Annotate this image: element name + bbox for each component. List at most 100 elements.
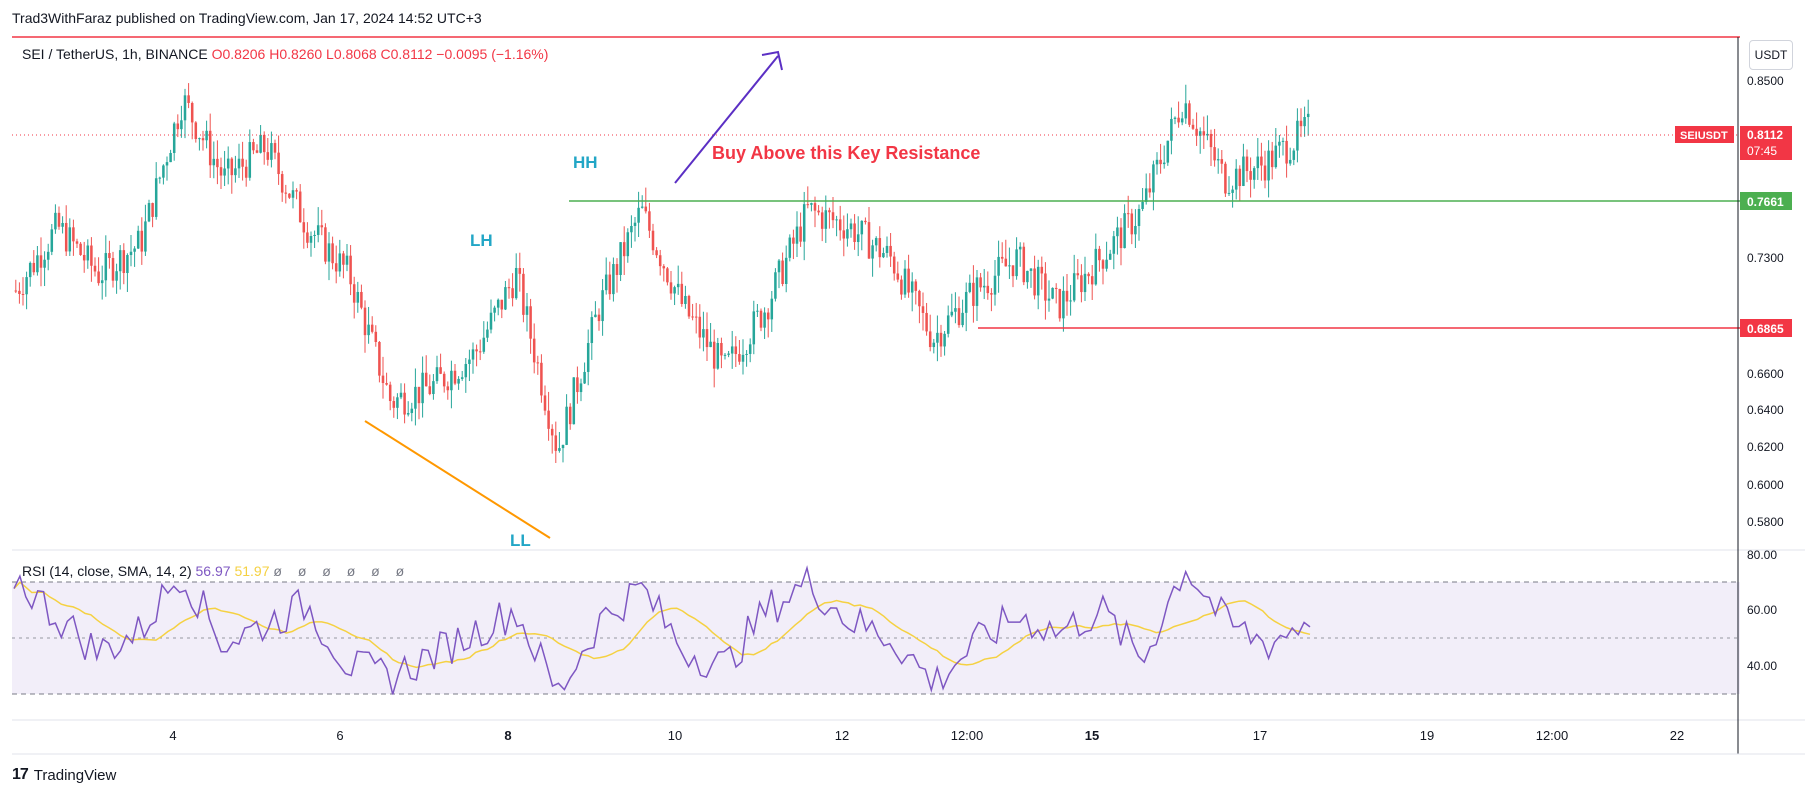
arrow-line <box>674 55 779 184</box>
candle-body <box>644 206 648 212</box>
candle-body <box>784 257 788 285</box>
candle-body <box>446 386 450 391</box>
candle-body <box>28 262 32 278</box>
candle-body <box>244 166 248 178</box>
candle-body <box>619 242 622 275</box>
rsi-value: 56.97 <box>195 563 231 579</box>
candle-body <box>954 308 957 312</box>
candle-body <box>676 283 680 288</box>
candle-body <box>658 255 662 267</box>
price-tick: 0.6600 <box>1747 367 1784 381</box>
candle-body <box>781 260 784 285</box>
candle-body <box>673 287 676 294</box>
candle-body <box>158 177 162 179</box>
candle-body <box>1170 118 1173 141</box>
candle-body <box>1180 118 1184 123</box>
candle-body <box>1040 266 1044 274</box>
candle-body <box>183 95 187 121</box>
time-tick: 12:00 <box>951 728 984 743</box>
candle-body <box>532 338 536 363</box>
candle-body <box>295 190 298 192</box>
candle-body <box>270 143 273 160</box>
candle-body <box>82 254 86 261</box>
candle-body <box>162 165 165 178</box>
candle-body <box>1209 133 1213 148</box>
candle-body <box>435 367 439 382</box>
time-tick: 12:00 <box>1536 728 1569 743</box>
candle-body <box>1141 201 1144 209</box>
candle-body <box>586 343 590 372</box>
time-axis-ticks: 4 6 8 10 12 12:00 15 17 19 12:00 22 <box>169 728 1684 743</box>
candle-body <box>648 211 651 231</box>
candle-body <box>604 274 608 291</box>
candle-body <box>475 349 478 352</box>
candle-body <box>219 167 223 176</box>
candle-body <box>950 311 954 316</box>
candle-body <box>1144 188 1148 202</box>
candle-body <box>813 203 817 211</box>
candle-body <box>817 210 820 213</box>
candle-body <box>460 377 464 379</box>
candle-body <box>802 204 806 242</box>
candle-body <box>54 212 57 230</box>
candle-body <box>748 344 752 354</box>
candle-body <box>1076 273 1080 276</box>
candle-body <box>1281 140 1285 142</box>
candle-body <box>612 264 615 295</box>
candle-body <box>489 312 493 330</box>
candle-body <box>565 406 568 445</box>
hh-label: HH <box>573 153 598 172</box>
candle-body <box>478 351 482 353</box>
candle-body <box>896 273 900 280</box>
candle-body <box>334 263 338 272</box>
candle-body <box>345 255 349 265</box>
candle-body <box>925 312 928 332</box>
candle-body <box>572 377 576 425</box>
candle-body <box>262 134 266 153</box>
candle-body <box>727 353 730 355</box>
resistance-price-value: 0.6865 <box>1747 322 1784 336</box>
candle-body <box>97 271 100 284</box>
candle-body <box>255 150 259 153</box>
price-tick: 0.8500 <box>1747 74 1784 88</box>
candle-body <box>216 158 219 168</box>
candle-body <box>622 242 626 257</box>
candle-body <box>529 306 532 339</box>
candle-body <box>1159 159 1162 165</box>
candle-body <box>1227 192 1231 194</box>
candle-body <box>64 222 68 252</box>
candle-body <box>1296 120 1299 151</box>
candle-body <box>309 235 313 243</box>
candle-body <box>201 138 205 141</box>
candle-body <box>651 230 655 251</box>
candle-body <box>1252 168 1256 180</box>
candle-body <box>1015 249 1018 277</box>
candle-body <box>302 222 306 233</box>
candle-body <box>453 370 457 384</box>
candle-body <box>39 255 43 268</box>
candle-body <box>662 266 666 269</box>
candle-body <box>1130 213 1134 235</box>
candle-body <box>993 275 997 295</box>
candle-body <box>252 142 255 151</box>
symbol-legend[interactable]: SEI / TetherUS, 1h, BINANCE O0.8206 H0.8… <box>22 46 548 62</box>
candle-body <box>1072 273 1076 301</box>
candle-body <box>381 375 385 384</box>
candle-body <box>1098 248 1101 261</box>
candle-body <box>57 212 61 227</box>
candle-body <box>774 272 777 299</box>
candle-body <box>72 227 75 242</box>
tradingview-logo[interactable]: 17 TradingView <box>12 766 116 784</box>
published-header: Trad3WithFaraz published on TradingView.… <box>12 10 482 26</box>
candle-body <box>1288 159 1292 164</box>
candle-body <box>982 285 986 288</box>
candle-body <box>237 158 241 169</box>
candle-body <box>342 253 345 265</box>
candle-body <box>46 251 50 260</box>
candle-body <box>61 222 64 227</box>
candle-body <box>752 311 756 345</box>
currency-unit-button[interactable]: USDT <box>1749 40 1793 70</box>
rsi-legend[interactable]: RSI (14, close, SMA, 14, 2) 56.97 51.97 … <box>22 563 410 579</box>
resistance-price-label: 0.6865 <box>1740 319 1792 337</box>
